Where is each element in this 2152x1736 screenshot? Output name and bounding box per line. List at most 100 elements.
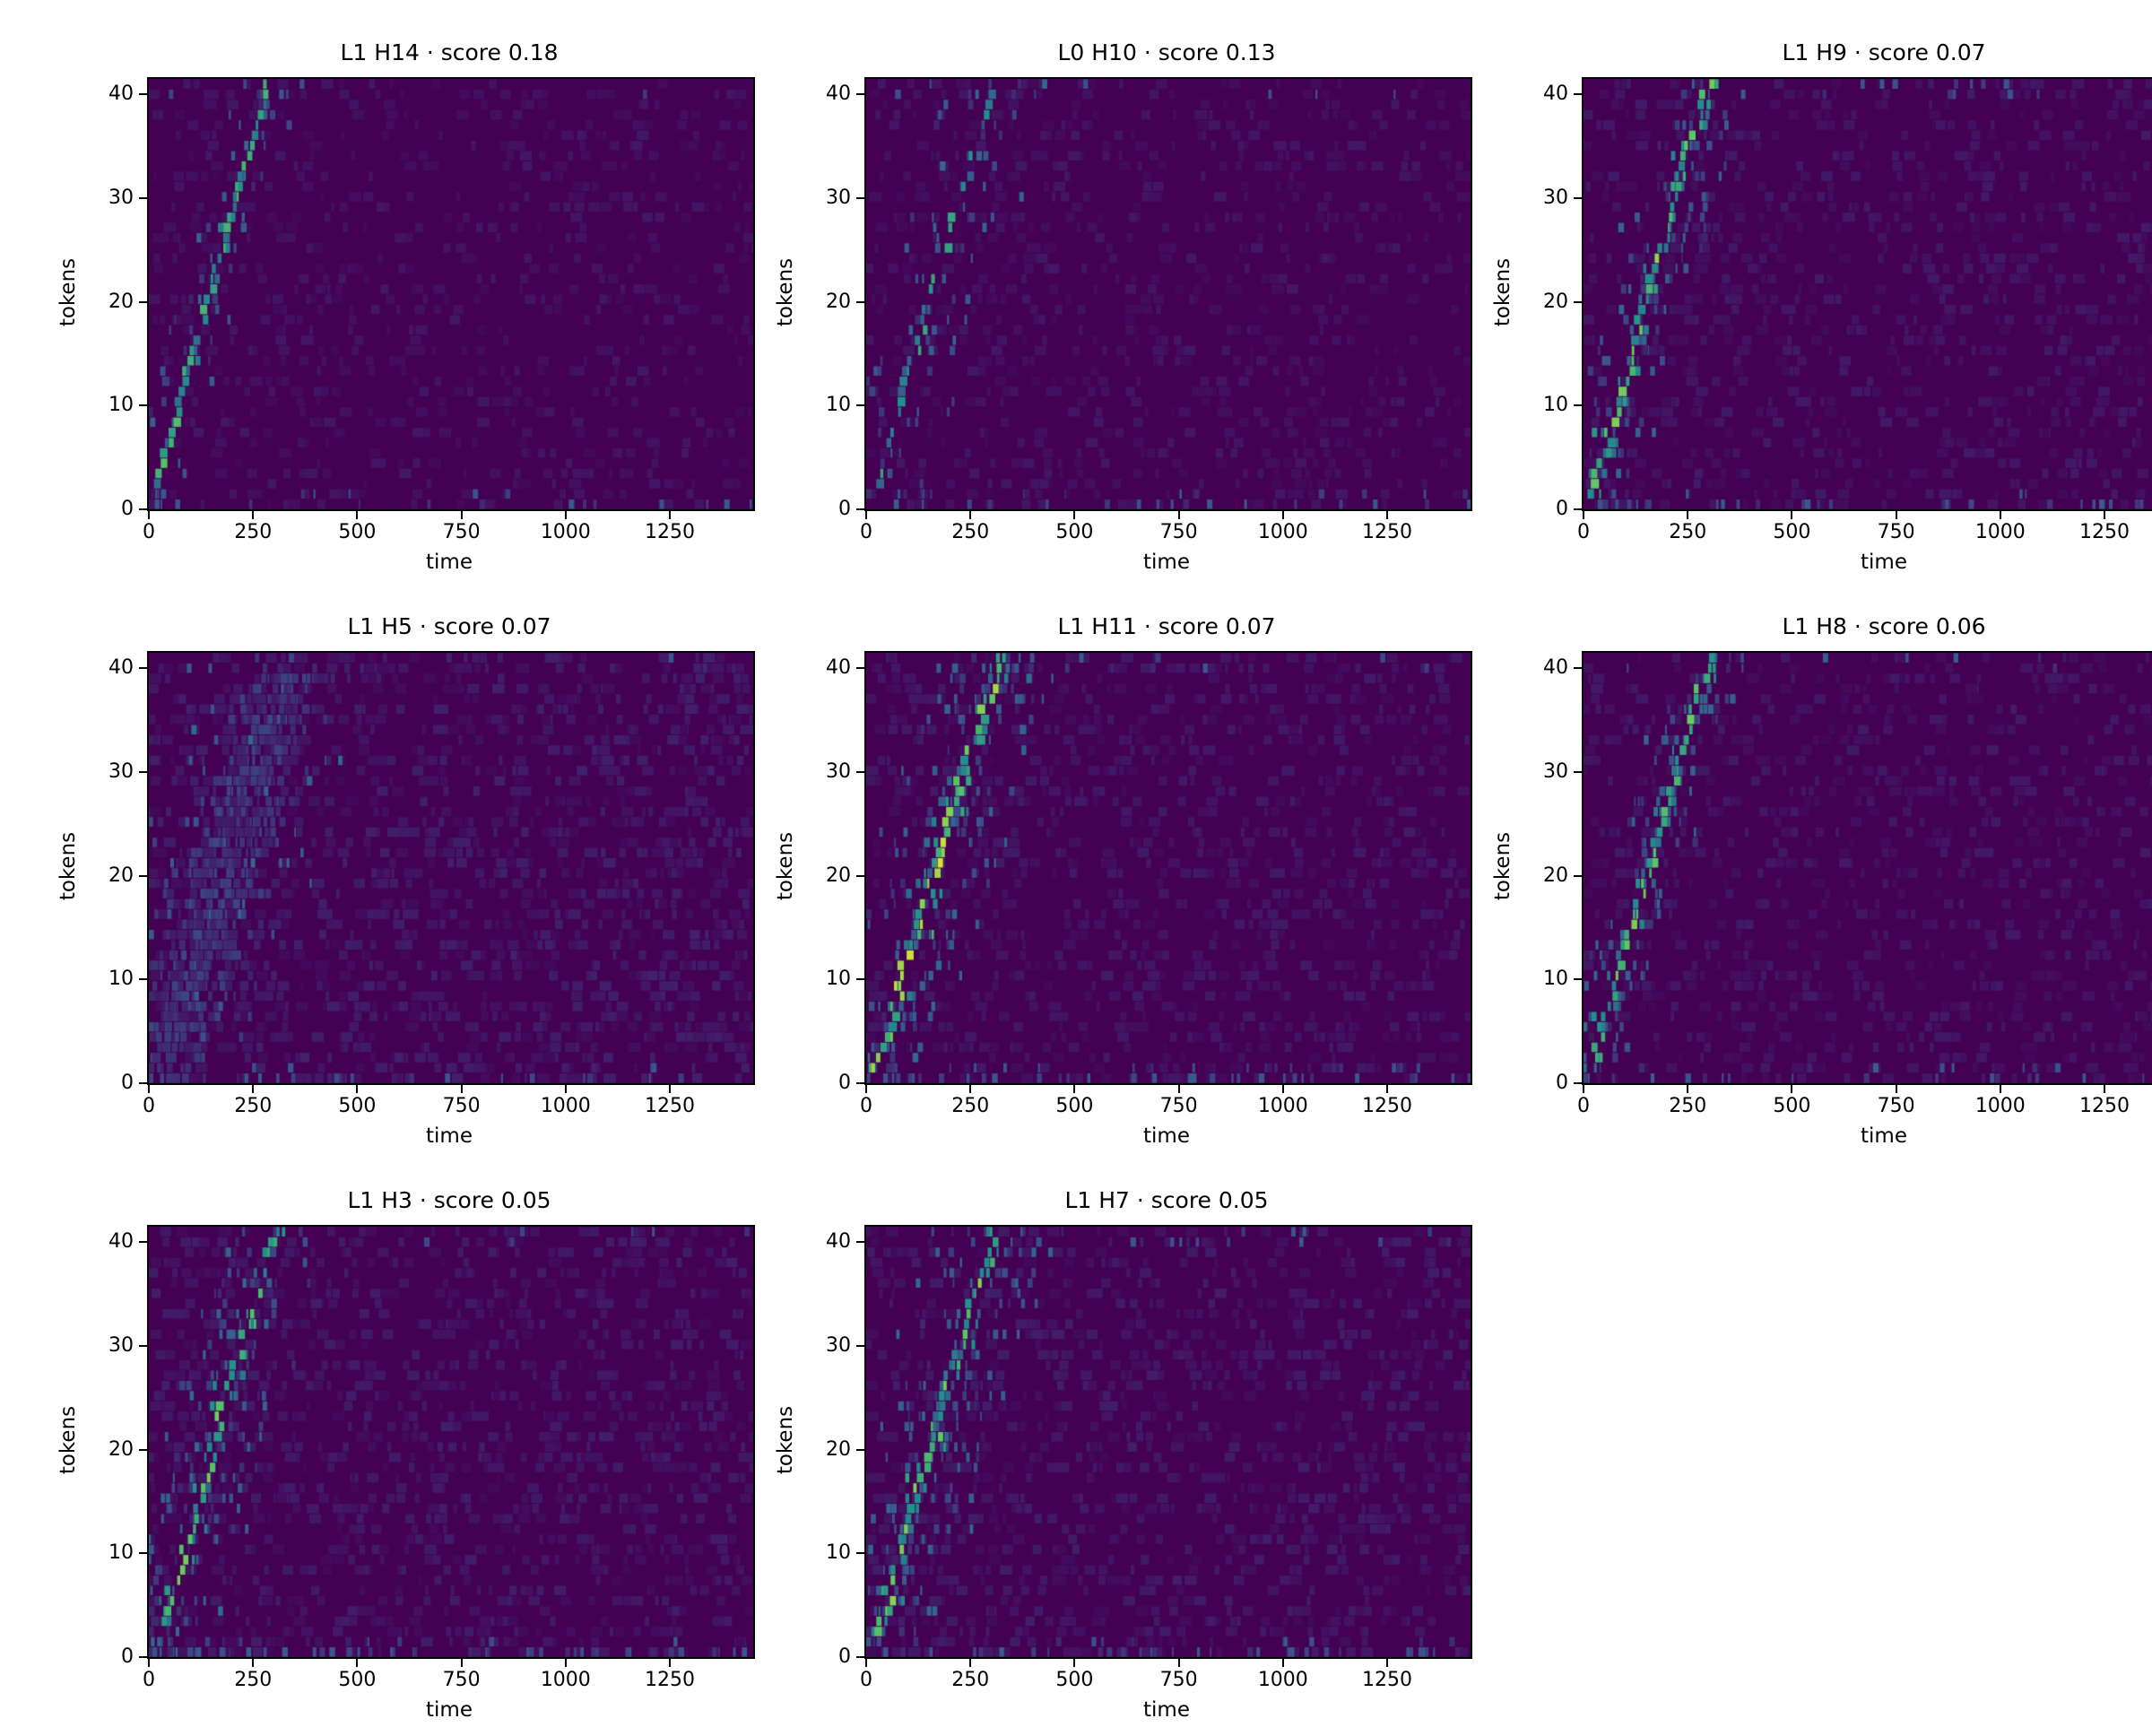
x-tick-mark: [1999, 1085, 2001, 1093]
y-tick-label: 10: [108, 968, 134, 991]
y-tick-label: 20: [826, 864, 851, 887]
y-tick-mark: [856, 1345, 864, 1347]
y-tick-mark: [139, 197, 147, 199]
x-axis-label: time: [1861, 1124, 1907, 1148]
x-tick-mark: [460, 1085, 463, 1093]
x-tick-label: 250: [234, 1095, 273, 1117]
x-axis-label: time: [426, 1124, 473, 1148]
x-tick-mark: [1791, 1085, 1793, 1093]
heatmap-panel-l1h9: L1 H9 · score 0.07 tokens time 0 250 500 75…: [1471, 14, 2152, 588]
x-tick-mark: [252, 511, 255, 519]
panel-title: L1 H14 · score 0.18: [340, 39, 559, 65]
x-tick-mark: [865, 1659, 867, 1667]
y-tick-label: 0: [838, 1072, 851, 1094]
y-tick-mark: [139, 978, 147, 981]
x-axis-label: time: [1143, 1698, 1190, 1722]
y-tick-label: 30: [826, 1334, 851, 1357]
x-tick-label: 1000: [1257, 521, 1308, 543]
y-tick-mark: [139, 1241, 147, 1244]
y-tick-mark: [1574, 197, 1582, 199]
x-tick-label: 750: [1159, 521, 1198, 543]
x-tick-label: 750: [1877, 1095, 1915, 1117]
x-tick-mark: [1177, 511, 1180, 519]
y-tick-label: 40: [108, 656, 134, 680]
x-tick-mark: [1386, 511, 1389, 519]
x-tick-label: 0: [860, 521, 872, 543]
x-tick-label: 1250: [2079, 521, 2130, 543]
x-tick-mark: [1073, 1085, 1076, 1093]
x-tick-label: 250: [1669, 521, 1707, 543]
y-tick-label: 10: [826, 968, 851, 991]
x-tick-mark: [969, 1659, 972, 1667]
y-tick-label: 20: [108, 864, 134, 887]
y-tick-label: 40: [826, 1230, 851, 1254]
x-tick-mark: [1177, 1085, 1180, 1093]
x-tick-mark: [1791, 511, 1793, 519]
y-tick-label: 20: [108, 290, 134, 313]
x-tick-label: 750: [442, 1669, 481, 1691]
y-tick-label: 20: [1543, 864, 1568, 887]
x-tick-mark: [865, 1085, 867, 1093]
x-tick-mark: [1687, 1085, 1689, 1093]
x-tick-mark: [356, 1659, 359, 1667]
x-tick-label: 250: [951, 521, 990, 543]
x-tick-mark: [1687, 511, 1689, 519]
x-tick-label: 1000: [540, 1095, 591, 1117]
x-tick-label: 0: [860, 1669, 872, 1691]
x-tick-label: 1250: [645, 521, 696, 543]
x-tick-mark: [564, 1659, 567, 1667]
y-tick-label: 30: [826, 760, 851, 783]
y-tick-mark: [139, 1656, 147, 1658]
y-tick-label: 30: [108, 187, 134, 209]
x-tick-label: 0: [1577, 521, 1590, 543]
y-tick-label: 0: [121, 498, 134, 520]
heatmap-canvas: [866, 79, 1471, 509]
y-tick-mark: [856, 300, 864, 303]
y-tick-mark: [1574, 771, 1582, 773]
y-tick-mark: [856, 404, 864, 407]
y-tick-mark: [856, 1241, 864, 1244]
heatmap-plot: [864, 77, 1472, 511]
x-tick-label: 500: [338, 521, 377, 543]
x-tick-label: 750: [442, 1095, 481, 1117]
heatmap-canvas: [149, 653, 753, 1083]
x-tick-mark: [669, 1085, 672, 1093]
y-tick-label: 40: [1543, 82, 1568, 106]
x-axis-label: time: [1143, 1124, 1190, 1148]
x-tick-label: 1000: [1257, 1669, 1308, 1691]
x-tick-label: 0: [860, 1095, 872, 1117]
x-tick-mark: [148, 1085, 150, 1093]
y-tick-label: 0: [121, 1072, 134, 1094]
x-tick-label: 500: [1055, 1669, 1094, 1691]
x-tick-label: 1000: [1974, 521, 2026, 543]
y-tick-mark: [856, 197, 864, 199]
y-tick-mark: [856, 1082, 864, 1084]
y-tick-mark: [1574, 404, 1582, 407]
heatmap-panel-l1h14: L1 H14 · score 0.18 tokens time 0 250 500 7…: [36, 14, 755, 588]
y-tick-mark: [1574, 978, 1582, 981]
y-tick-mark: [1574, 874, 1582, 877]
y-tick-label: 10: [1543, 968, 1568, 991]
panel-title: L1 H7 · score 0.05: [1064, 1187, 1269, 1213]
x-tick-mark: [969, 511, 972, 519]
x-tick-label: 250: [1669, 1095, 1707, 1117]
x-tick-label: 250: [951, 1669, 990, 1691]
y-tick-label: 30: [108, 760, 134, 783]
x-tick-label: 1250: [1362, 521, 1413, 543]
y-tick-mark: [856, 1656, 864, 1658]
y-tick-mark: [139, 771, 147, 773]
x-tick-mark: [865, 511, 867, 519]
x-tick-mark: [1281, 1085, 1284, 1093]
x-tick-label: 0: [1577, 1095, 1590, 1117]
y-tick-mark: [856, 93, 864, 96]
x-tick-mark: [1386, 1085, 1389, 1093]
x-tick-label: 750: [1159, 1669, 1198, 1691]
heatmap-panel-l1h11: L1 H11 · score 0.07 tokens time 0 250 500 7…: [753, 588, 1472, 1162]
y-tick-label: 20: [1543, 290, 1568, 313]
heatmap-plot: [864, 1225, 1472, 1659]
y-tick-mark: [856, 1448, 864, 1451]
panel-title: L0 H10 · score 0.13: [1057, 39, 1276, 65]
x-tick-label: 1000: [540, 521, 591, 543]
x-tick-mark: [1583, 511, 1584, 519]
x-tick-label: 0: [143, 1669, 155, 1691]
